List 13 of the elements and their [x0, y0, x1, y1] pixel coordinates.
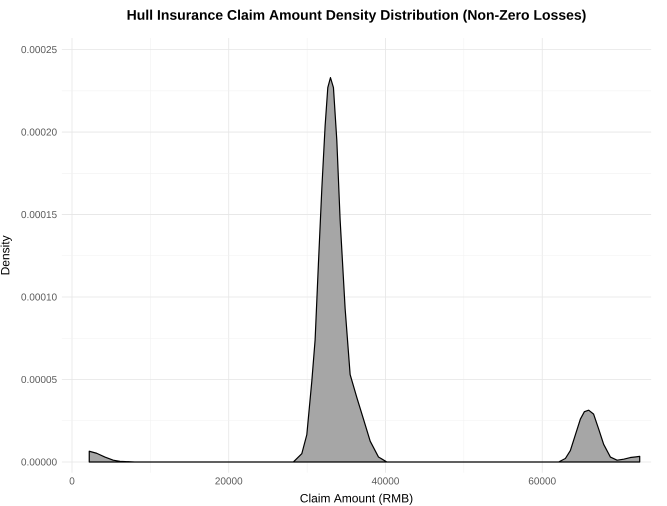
y-tick-label: 0.00025: [21, 46, 57, 54]
x-tick-label: 0: [70, 477, 74, 485]
x-axis-title: Claim Amount (RMB): [300, 494, 412, 505]
y-tick-label: 0.00015: [21, 211, 57, 218]
x-tick-label: 60000: [528, 477, 556, 485]
y-tick-label: 0.00005: [21, 376, 57, 384]
y-tick-label: 0.00000: [21, 458, 57, 466]
y-axis-title: Density: [0, 235, 12, 274]
x-tick-label: 20000: [215, 477, 242, 485]
y-tick-label: 0.00010: [21, 293, 57, 301]
y-tick-label: 0.00020: [21, 128, 57, 136]
chart-title: Hull Insurance Claim Amount Density Distribution (Non-Zero Losses): [128, 10, 586, 23]
x-tick-label: 40000: [372, 477, 399, 485]
